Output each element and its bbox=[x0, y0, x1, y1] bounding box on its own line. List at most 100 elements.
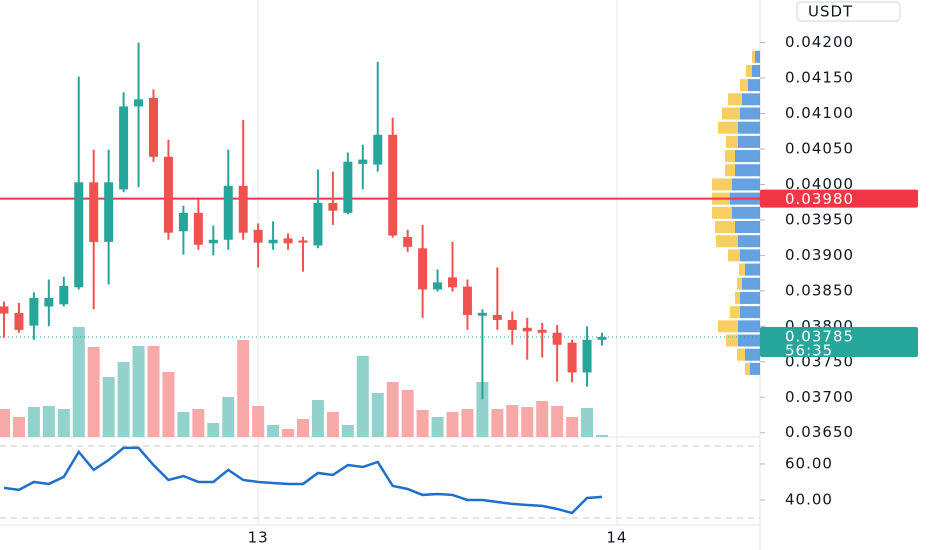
candle-body bbox=[522, 327, 532, 332]
volume-bar bbox=[72, 327, 85, 437]
profile-up bbox=[755, 50, 760, 63]
current-price-box bbox=[760, 326, 918, 357]
volume-bar bbox=[267, 425, 280, 437]
volume-bar bbox=[536, 401, 549, 437]
profile-up bbox=[742, 93, 760, 106]
candle-body bbox=[268, 239, 278, 244]
profile-down bbox=[730, 306, 740, 319]
candle-body bbox=[89, 182, 99, 242]
volume-bar bbox=[356, 356, 369, 437]
candle-body bbox=[448, 277, 457, 288]
candle-body bbox=[74, 182, 84, 288]
volume-bar bbox=[177, 412, 190, 437]
candle-body bbox=[208, 239, 218, 244]
candle-body bbox=[298, 240, 308, 243]
profile-up bbox=[748, 79, 760, 92]
profile-down bbox=[722, 107, 740, 120]
rsi-line bbox=[3, 446, 603, 515]
candle-body bbox=[0, 306, 9, 314]
countdown-label: 56:35 bbox=[785, 341, 833, 359]
volume-bar bbox=[102, 377, 115, 437]
y-tick-label: 0.03700 bbox=[785, 388, 854, 406]
profile-down bbox=[725, 150, 735, 163]
profile-up bbox=[745, 263, 760, 276]
profile-down bbox=[745, 362, 750, 375]
profile-up bbox=[740, 306, 760, 319]
candle-body bbox=[59, 285, 69, 305]
volume-bar bbox=[581, 408, 594, 437]
profile-down bbox=[712, 178, 732, 191]
profile-down bbox=[735, 291, 740, 304]
profile-down bbox=[737, 277, 742, 290]
y-tick-label: 0.04000 bbox=[785, 175, 854, 193]
y-tick-label: 0.04150 bbox=[785, 69, 854, 87]
profile-down bbox=[726, 334, 738, 347]
volume-bar bbox=[207, 423, 220, 437]
candle-body bbox=[238, 185, 248, 233]
candle-body bbox=[29, 297, 39, 326]
volume-bar bbox=[282, 429, 295, 437]
profile-up bbox=[740, 249, 760, 262]
volume-bar bbox=[27, 407, 40, 437]
candle-body bbox=[44, 297, 54, 307]
y-tick-label: 0.03900 bbox=[785, 246, 854, 264]
current-price-label: 0.03785 bbox=[785, 327, 854, 345]
candle-body bbox=[537, 329, 547, 333]
x-tick-label: 13 bbox=[248, 529, 269, 547]
y-tick-label: 0.04200 bbox=[785, 33, 854, 51]
candle-body bbox=[178, 212, 188, 232]
y-tick-label: 0.03650 bbox=[785, 423, 854, 441]
volume-bar bbox=[551, 406, 564, 437]
candle-body bbox=[462, 286, 472, 315]
profile-down bbox=[728, 249, 740, 262]
volume-bar bbox=[147, 346, 160, 437]
volume-bar bbox=[371, 393, 384, 437]
volume-bar bbox=[87, 347, 100, 437]
volume-bar bbox=[42, 406, 55, 437]
profile-up bbox=[738, 235, 760, 248]
profile-up bbox=[738, 334, 760, 347]
profile-up bbox=[740, 291, 760, 304]
profile-down bbox=[752, 50, 755, 63]
volume-bar bbox=[476, 382, 489, 437]
candle-body bbox=[433, 282, 443, 290]
currency-button[interactable] bbox=[796, 1, 901, 22]
candle-body bbox=[582, 339, 592, 373]
volume-bar bbox=[401, 390, 414, 437]
candle-body bbox=[358, 159, 368, 164]
volume-bar bbox=[506, 405, 519, 437]
volume-bar bbox=[237, 340, 250, 437]
currency-label[interactable]: USDT bbox=[808, 3, 853, 21]
profile-down bbox=[737, 348, 745, 361]
candle-body bbox=[373, 134, 383, 165]
profile-down bbox=[716, 235, 738, 248]
candle-body bbox=[418, 248, 428, 290]
candle-body bbox=[597, 336, 607, 340]
volume-bar bbox=[222, 397, 235, 437]
candle-body bbox=[193, 212, 203, 245]
profile-down bbox=[740, 79, 748, 92]
volume-bar bbox=[566, 417, 579, 437]
candle-body bbox=[403, 236, 413, 247]
profile-up bbox=[750, 362, 760, 375]
profile-down bbox=[718, 320, 738, 333]
volume-bar bbox=[491, 409, 504, 437]
volume-bar bbox=[297, 419, 309, 437]
candle-body bbox=[313, 202, 323, 246]
candle-body bbox=[388, 134, 398, 236]
profile-up bbox=[735, 221, 760, 234]
profile-up bbox=[745, 348, 760, 361]
candle-body bbox=[283, 238, 293, 244]
profile-up bbox=[738, 135, 760, 148]
line-price-label: 0.03980 bbox=[785, 190, 854, 208]
profile-down bbox=[715, 221, 735, 234]
profile-up bbox=[732, 206, 760, 219]
y-tick-label: 0.03850 bbox=[785, 281, 854, 299]
rsi-tick-label: 60.00 bbox=[785, 454, 833, 472]
volume-bar bbox=[341, 425, 354, 437]
profile-down bbox=[746, 64, 752, 77]
profile-up bbox=[740, 107, 760, 120]
volume-bar bbox=[132, 346, 145, 437]
